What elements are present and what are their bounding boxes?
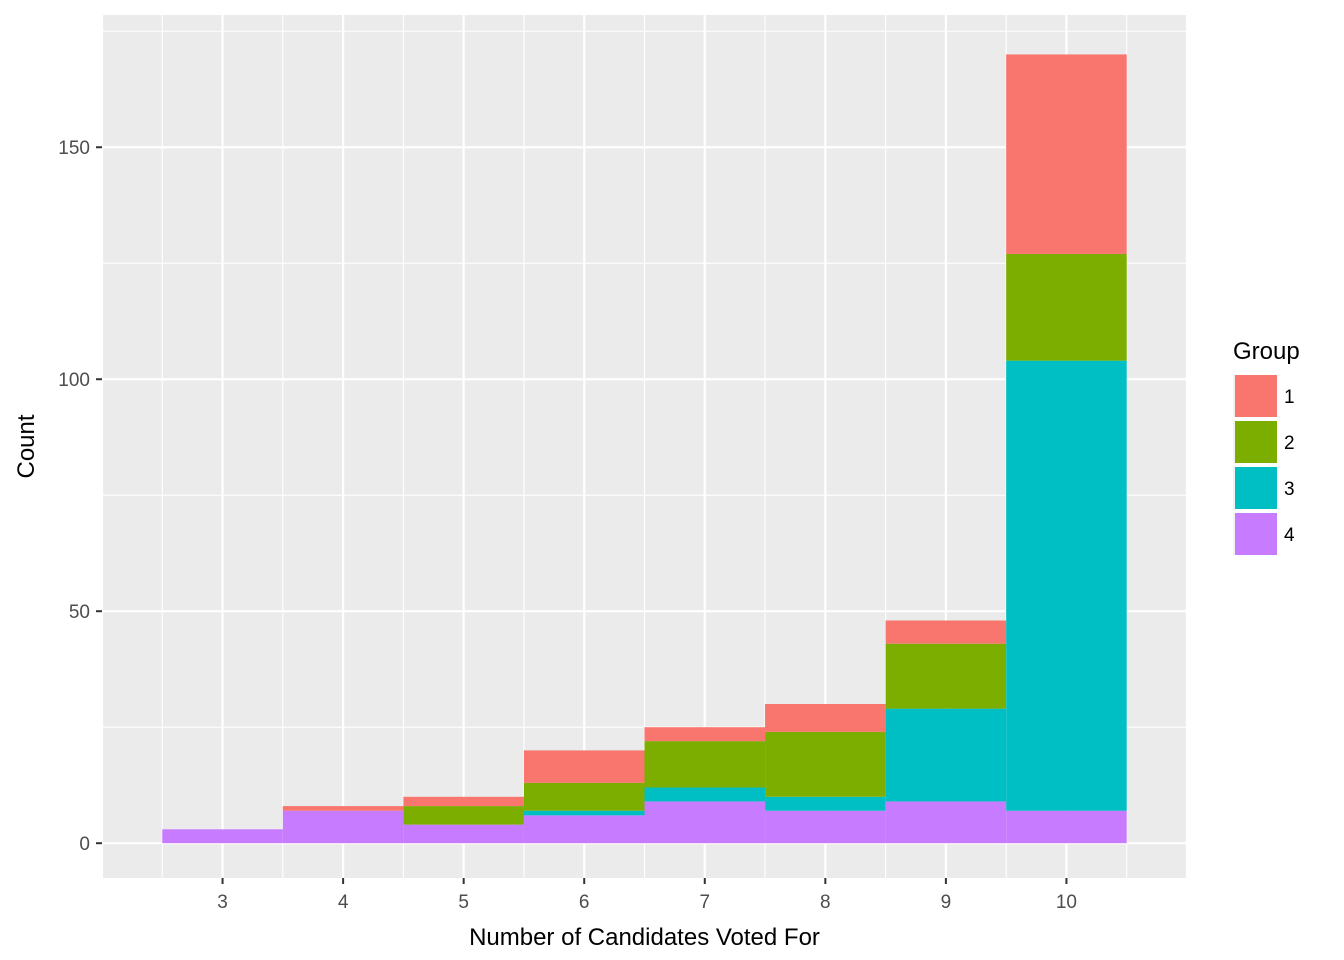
bar-segment-group-1-cat-8 <box>765 704 886 732</box>
legend-swatch-2 <box>1235 421 1277 463</box>
bar-segment-group-1-cat-10 <box>1006 54 1127 254</box>
bar-segment-group-4-cat-4 <box>282 810 404 844</box>
bar-segment-group-2-cat-9 <box>885 643 1007 709</box>
bar-segment-group-1-cat-5 <box>403 796 524 807</box>
x-tick-label: 7 <box>699 892 710 913</box>
bar-segment-group-4-cat-8 <box>765 810 886 844</box>
legend-swatch-3 <box>1235 467 1277 509</box>
x-axis-title: Number of Candidates Voted For <box>469 924 820 951</box>
y-tick-label: 0 <box>79 834 90 855</box>
y-tick-label: 50 <box>69 602 90 623</box>
bar-segment-group-1-cat-4 <box>282 806 404 811</box>
bar-segment-group-2-cat-7 <box>644 741 766 788</box>
legend-label-4: 4 <box>1284 525 1295 546</box>
bar-segment-group-2-cat-6 <box>523 782 645 811</box>
bar-segment-group-2-cat-8 <box>765 731 886 797</box>
y-tick-label: 100 <box>58 370 90 391</box>
bar-segment-group-2-cat-5 <box>403 806 524 825</box>
bar-segment-group-1-cat-6 <box>523 750 645 783</box>
legend-swatch-4 <box>1235 513 1277 555</box>
x-tick-label: 6 <box>579 892 590 913</box>
y-tick-label: 150 <box>58 138 90 159</box>
legend-label-2: 2 <box>1284 433 1295 454</box>
bar-segment-group-3-cat-8 <box>765 796 886 811</box>
bar-segment-group-3-cat-10 <box>1006 360 1127 811</box>
x-tick-label: 3 <box>217 892 228 913</box>
bar-segment-group-4-cat-9 <box>885 801 1007 844</box>
x-axis: 3 4 5 6 7 8 9 10 <box>217 878 1077 913</box>
x-tick-label: 4 <box>338 892 349 913</box>
bar-segment-group-3-cat-6 <box>523 810 645 816</box>
bar-segment-group-4-cat-5 <box>403 824 524 844</box>
bar-segment-group-4-cat-6 <box>523 815 645 844</box>
legend: Group 1 2 3 4 <box>1233 338 1300 555</box>
x-tick-label: 9 <box>941 892 952 913</box>
bar-segment-group-1-cat-9 <box>885 620 1007 644</box>
bar-segment-group-1-cat-7 <box>644 727 766 742</box>
legend-swatch-1 <box>1235 375 1277 417</box>
legend-title: Group <box>1233 338 1300 365</box>
bar-segment-group-3-cat-7 <box>644 787 766 802</box>
bars <box>162 54 1127 844</box>
bar-segment-group-3-cat-9 <box>885 708 1007 802</box>
bar-segment-group-2-cat-10 <box>1006 253 1127 361</box>
bar-segment-group-4-cat-3 <box>162 829 283 844</box>
legend-label-3: 3 <box>1284 479 1295 500</box>
x-tick-label: 10 <box>1056 892 1077 913</box>
bar-segment-group-4-cat-10 <box>1006 810 1127 844</box>
x-tick-label: 8 <box>820 892 831 913</box>
x-tick-label: 5 <box>458 892 469 913</box>
bar-segment-group-4-cat-7 <box>644 801 766 844</box>
y-axis-title: Count <box>13 414 40 478</box>
legend-label-1: 1 <box>1284 387 1295 408</box>
y-axis: 0 50 100 150 <box>58 138 102 855</box>
